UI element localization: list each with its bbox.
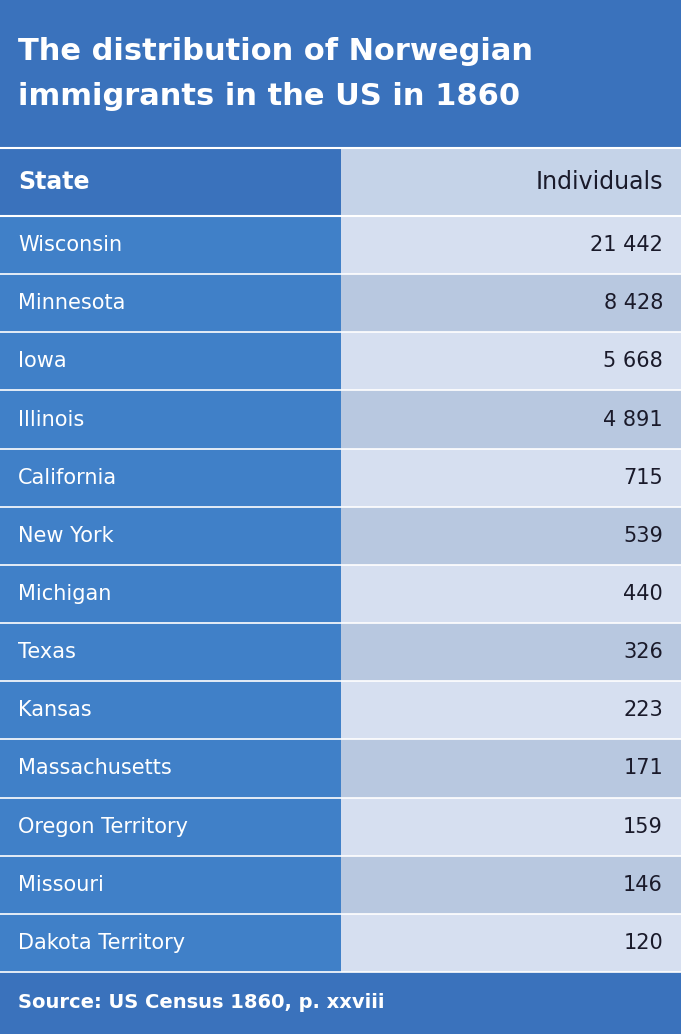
Bar xyxy=(0,0,681,148)
Bar xyxy=(340,856,681,914)
Bar xyxy=(340,624,681,681)
Bar xyxy=(340,565,681,624)
Bar xyxy=(0,914,340,972)
Text: Source: US Census 1860, p. xxviii: Source: US Census 1860, p. xxviii xyxy=(18,994,385,1012)
Text: State: State xyxy=(18,170,89,194)
Text: immigrants in the US in 1860: immigrants in the US in 1860 xyxy=(18,83,520,112)
Text: The distribution of Norwegian: The distribution of Norwegian xyxy=(18,37,533,66)
Text: New York: New York xyxy=(18,526,114,546)
Bar xyxy=(340,332,681,391)
Text: 8 428: 8 428 xyxy=(603,294,663,313)
Bar xyxy=(340,391,681,449)
Text: Oregon Territory: Oregon Territory xyxy=(18,817,188,837)
Bar xyxy=(0,507,340,565)
Text: 159: 159 xyxy=(623,817,663,837)
Text: Iowa: Iowa xyxy=(18,352,67,371)
Bar xyxy=(340,797,681,856)
Text: 440: 440 xyxy=(623,584,663,604)
Bar xyxy=(0,391,340,449)
Text: 326: 326 xyxy=(623,642,663,662)
Bar xyxy=(0,624,340,681)
Text: 4 891: 4 891 xyxy=(603,409,663,429)
Text: 120: 120 xyxy=(623,933,663,953)
Text: Wisconsin: Wisconsin xyxy=(18,235,122,255)
Bar xyxy=(0,332,340,391)
Text: Minnesota: Minnesota xyxy=(18,294,125,313)
Bar xyxy=(0,681,340,739)
Bar xyxy=(0,274,340,332)
Text: Texas: Texas xyxy=(18,642,76,662)
Text: 146: 146 xyxy=(623,875,663,894)
Bar xyxy=(0,856,340,914)
Text: Kansas: Kansas xyxy=(18,700,92,721)
Text: 171: 171 xyxy=(623,759,663,779)
Bar xyxy=(340,681,681,739)
Bar xyxy=(0,148,340,216)
Text: California: California xyxy=(18,467,117,488)
Bar xyxy=(340,449,681,507)
Text: Massachusetts: Massachusetts xyxy=(18,759,172,779)
Bar xyxy=(0,739,340,797)
Text: 715: 715 xyxy=(623,467,663,488)
Text: Michigan: Michigan xyxy=(18,584,112,604)
Bar xyxy=(340,914,681,972)
Bar xyxy=(0,797,340,856)
Text: Missouri: Missouri xyxy=(18,875,104,894)
Text: 539: 539 xyxy=(623,526,663,546)
Text: Dakota Territory: Dakota Territory xyxy=(18,933,185,953)
Bar xyxy=(340,274,681,332)
Text: 223: 223 xyxy=(623,700,663,721)
Bar xyxy=(0,565,340,624)
Bar xyxy=(340,148,681,216)
Bar xyxy=(340,216,681,274)
Text: 21 442: 21 442 xyxy=(590,235,663,255)
Bar xyxy=(0,216,340,274)
Bar xyxy=(0,449,340,507)
Text: Illinois: Illinois xyxy=(18,409,84,429)
Bar xyxy=(0,972,681,1034)
Bar xyxy=(340,739,681,797)
Bar xyxy=(340,507,681,565)
Text: 5 668: 5 668 xyxy=(603,352,663,371)
Text: Individuals: Individuals xyxy=(535,170,663,194)
